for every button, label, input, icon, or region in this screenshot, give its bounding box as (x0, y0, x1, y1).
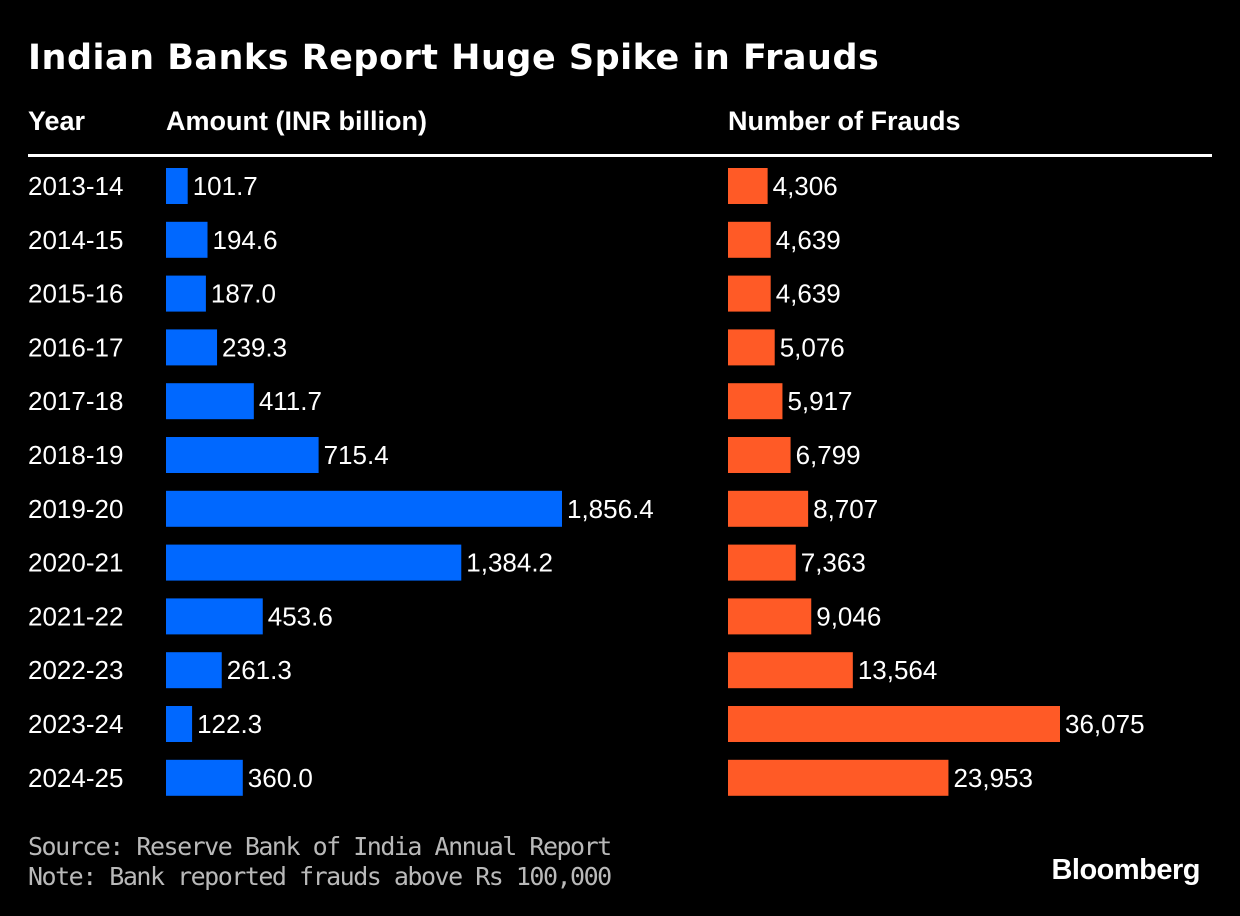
amount-column-header: Amount (INR billion) (166, 106, 427, 136)
year-label: 2021-22 (28, 601, 123, 631)
amount-bar (166, 168, 188, 204)
amount-value-label: 122.3 (197, 709, 262, 739)
amount-value-label: 187.0 (211, 279, 276, 309)
year-column-header: Year (28, 106, 86, 136)
year-label: 2014-15 (28, 225, 123, 255)
footnote: Note: Bank reported frauds above Rs 100,… (28, 862, 612, 891)
count-value-label: 9,046 (816, 601, 881, 631)
bloomberg-logo: Bloomberg (1051, 854, 1200, 886)
year-label: 2020-21 (28, 548, 123, 578)
year-label: 2024-25 (28, 763, 123, 793)
amount-bar (166, 221, 208, 258)
amount-bar (166, 329, 218, 366)
count-bar (728, 437, 791, 473)
count-value-label: 8,707 (813, 494, 878, 524)
amount-value-label: 1,856.4 (567, 494, 654, 524)
count-column-header: Number of Frauds (728, 106, 961, 136)
amount-value-label: 194.6 (213, 225, 278, 255)
year-label: 2018-19 (28, 440, 123, 470)
count-bar (728, 383, 783, 420)
year-label: 2017-18 (28, 386, 123, 416)
amount-value-label: 261.3 (227, 655, 292, 685)
amount-bar (166, 706, 193, 742)
count-value-label: 6,799 (796, 440, 861, 470)
source-note: Source: Reserve Bank of India Annual Rep… (28, 832, 612, 861)
count-bar (728, 706, 1060, 742)
amount-bar (166, 652, 222, 689)
header-divider (28, 154, 1212, 157)
count-value-label: 5,917 (787, 386, 852, 416)
count-value-label: 5,076 (780, 332, 845, 362)
year-label: 2013-14 (28, 171, 123, 201)
count-bar (728, 759, 949, 796)
count-value-label: 36,075 (1065, 709, 1145, 739)
count-bar (728, 490, 809, 527)
amount-bar (166, 275, 206, 312)
count-bar (728, 221, 771, 258)
amount-value-label: 411.7 (259, 386, 322, 416)
count-value-label: 23,953 (953, 763, 1033, 793)
count-value-label: 7,363 (801, 548, 866, 578)
year-label: 2023-24 (28, 709, 123, 739)
amount-bar (166, 598, 263, 635)
count-value-label: 4,639 (776, 279, 841, 309)
amount-value-label: 239.3 (222, 332, 287, 362)
amount-value-label: 101.7 (193, 171, 258, 201)
count-bar (728, 168, 768, 204)
amount-value-label: 715.4 (324, 440, 389, 470)
count-value-label: 13,564 (858, 655, 938, 685)
year-label: 2019-20 (28, 494, 123, 524)
amount-bar (166, 759, 243, 796)
count-bar (728, 544, 796, 581)
count-value-label: 4,306 (773, 171, 838, 201)
amount-value-label: 1,384.2 (466, 548, 553, 578)
year-label: 2022-23 (28, 655, 123, 685)
amount-bar (166, 544, 462, 581)
amount-value-label: 360.0 (248, 763, 313, 793)
amount-bar (166, 490, 562, 527)
amount-value-label: 453.6 (268, 601, 333, 631)
count-bar (728, 275, 771, 312)
amount-bar (166, 383, 254, 420)
count-bar (728, 329, 775, 366)
count-bar (728, 598, 812, 635)
chart-title: Indian Banks Report Huge Spike in Frauds (28, 38, 880, 78)
count-value-label: 4,639 (776, 225, 841, 255)
year-label: 2015-16 (28, 279, 123, 309)
year-label: 2016-17 (28, 332, 123, 362)
amount-bar (166, 437, 319, 473)
count-bar (728, 652, 853, 689)
